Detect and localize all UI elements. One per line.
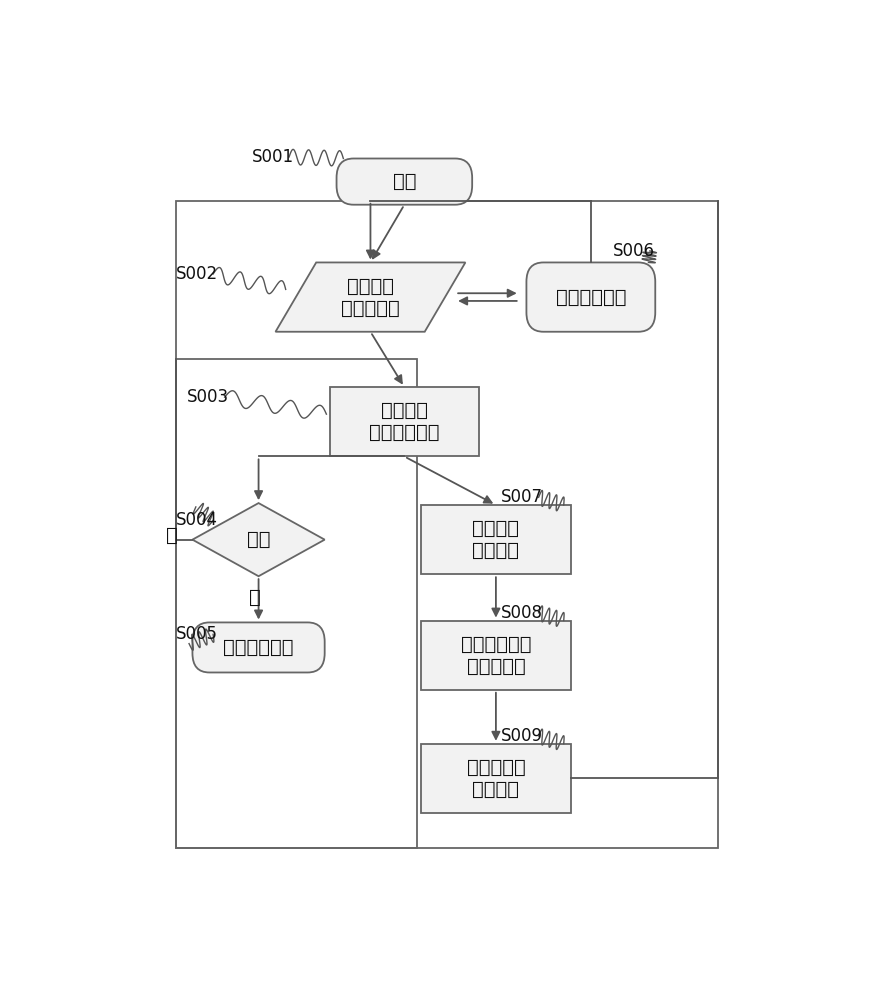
Text: S009: S009 (501, 727, 543, 745)
Bar (422, 505, 570, 574)
Text: 电堆检测
尾气分离: 电堆检测 尾气分离 (473, 519, 520, 560)
Text: 尾气检测排放
流量与组成: 尾气检测排放 流量与组成 (460, 635, 531, 676)
Bar (422, 620, 570, 690)
Text: 是: 是 (249, 588, 261, 607)
Text: S006: S006 (612, 242, 654, 260)
Text: S008: S008 (501, 604, 543, 622)
Text: 电堆运行数据: 电堆运行数据 (556, 288, 626, 307)
FancyBboxPatch shape (337, 158, 472, 205)
Text: S005: S005 (176, 625, 218, 643)
Text: S004: S004 (176, 511, 218, 529)
Text: 否: 否 (166, 526, 178, 545)
Polygon shape (276, 262, 466, 332)
Polygon shape (192, 503, 325, 576)
Text: 入口流量与
成分调整: 入口流量与 成分调整 (466, 758, 525, 799)
Text: S003: S003 (187, 388, 229, 406)
Text: S001: S001 (252, 148, 294, 166)
Text: 运行程序
执行控制条件: 运行程序 执行控制条件 (369, 401, 439, 442)
Text: S007: S007 (501, 488, 543, 506)
FancyBboxPatch shape (527, 262, 655, 332)
Text: S002: S002 (176, 265, 218, 283)
Bar (422, 744, 570, 813)
Text: 运行停机指令: 运行停机指令 (223, 638, 294, 657)
Bar (330, 387, 479, 456)
FancyBboxPatch shape (192, 622, 325, 672)
Bar (176, 359, 416, 848)
Text: 启动: 启动 (393, 172, 416, 191)
Text: 停机: 停机 (247, 530, 270, 549)
Bar (176, 201, 718, 848)
Text: 设备条件
和运行参数: 设备条件 和运行参数 (341, 277, 400, 318)
